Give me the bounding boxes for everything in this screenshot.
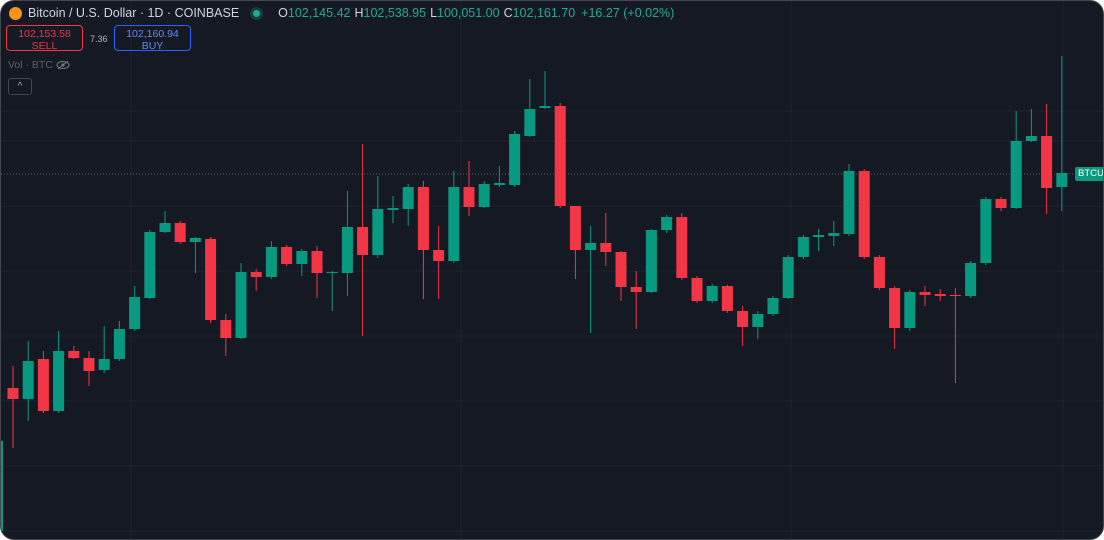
candle-body	[554, 106, 566, 206]
spread: 7.36	[90, 34, 108, 44]
candle-body	[1056, 173, 1068, 187]
collapse-button[interactable]: ^	[8, 78, 32, 95]
candle-body	[965, 263, 977, 296]
candle-body	[493, 183, 505, 185]
candle-body	[402, 187, 414, 209]
candle-body	[782, 257, 794, 298]
candle-body	[357, 227, 369, 255]
change: +16.27 (+0.02%)	[581, 6, 675, 20]
candle-body	[189, 238, 201, 242]
candle-body	[281, 247, 293, 264]
candle-body	[645, 230, 657, 292]
candle-body	[265, 247, 277, 277]
candle-body	[934, 294, 946, 296]
candle-body	[7, 388, 19, 399]
buy-button[interactable]: 102,160.94 BUY	[114, 25, 191, 52]
volume-label: Vol · BTC	[8, 59, 70, 71]
market-status	[253, 9, 261, 17]
candle-body	[889, 288, 901, 328]
candle-body	[569, 206, 581, 250]
candle-body	[205, 239, 217, 320]
coin-icon	[9, 6, 22, 20]
candle-body	[220, 320, 232, 338]
candle-body	[797, 237, 809, 257]
candle-body	[676, 217, 688, 278]
candle-body	[949, 295, 961, 296]
candle-body	[37, 359, 49, 411]
ohlc-value: 102,145.42	[287, 6, 351, 20]
candle-body	[858, 171, 870, 257]
candle-body	[463, 187, 475, 207]
candle-body	[250, 272, 262, 277]
candle-body	[311, 251, 323, 273]
candle-body	[83, 358, 95, 371]
candle-body	[980, 199, 992, 263]
candle-body	[1025, 136, 1037, 141]
candle-body	[661, 217, 673, 230]
candle-body	[600, 243, 612, 252]
candle-body	[53, 351, 65, 411]
symbol-title[interactable]: Bitcoin / U.S. Dollar · 1D · COINBASE	[28, 6, 240, 20]
candle-body	[296, 251, 308, 264]
ohlc-key: H	[354, 6, 364, 20]
candle-body	[478, 184, 490, 207]
candle-body	[904, 292, 916, 328]
candle-body	[995, 199, 1007, 208]
candle-body	[539, 106, 551, 108]
candle-body	[129, 297, 141, 329]
ohlc-key: C	[503, 6, 513, 20]
candle-body	[828, 233, 840, 236]
candle-body	[585, 243, 597, 250]
candle-body	[721, 286, 733, 311]
candle-body	[68, 351, 80, 358]
candle-body	[1041, 136, 1053, 188]
candle-body	[873, 257, 885, 288]
candle-body	[752, 314, 764, 327]
candle-body	[737, 311, 749, 327]
candle-body	[691, 278, 703, 301]
sell-label: SELL	[31, 40, 58, 52]
candle-body	[524, 109, 536, 136]
candle-body	[448, 187, 460, 261]
candle-body	[813, 235, 825, 237]
ohlc-key: L	[430, 6, 438, 20]
candle-body	[417, 187, 429, 250]
buy-price: 102,160.94	[126, 28, 179, 40]
candle-body	[1010, 141, 1022, 208]
buy-label: BUY	[141, 40, 164, 52]
candle-body	[174, 223, 186, 242]
candle-body	[98, 359, 110, 370]
candle-body	[509, 134, 521, 185]
candle-body	[159, 223, 171, 232]
candle-body	[113, 329, 125, 359]
symbol-header: Bitcoin / U.S. Dollar · 1D · COINBASE O1…	[9, 6, 674, 20]
candle-body	[326, 272, 338, 273]
candle-body	[433, 250, 445, 261]
candle-body	[341, 227, 353, 273]
candle-body	[843, 171, 855, 234]
ohlc-key: O	[278, 6, 288, 20]
ohlc: O102,145.42 H102,538.95 L100,051.00 C102,16…	[274, 6, 575, 20]
ohlc-value: 102,161.70	[512, 6, 576, 20]
candle-body	[22, 361, 34, 399]
candle-body	[144, 232, 156, 298]
candle-body	[630, 287, 642, 292]
ohlc-value: 102,538.95	[363, 6, 427, 20]
price-tag: BTCU	[1075, 167, 1103, 181]
candle-body	[919, 292, 931, 295]
candle-body	[615, 252, 627, 287]
candle-body	[706, 286, 718, 301]
candle-body	[235, 272, 247, 338]
sell-button[interactable]: 102,153.58 SELL	[6, 25, 83, 52]
candle-body	[767, 298, 779, 314]
edge-bar	[1, 441, 3, 531]
candle-body	[372, 209, 384, 255]
hide-icon[interactable]	[56, 60, 70, 70]
ohlc-value: 100,051.00	[437, 6, 500, 20]
sell-price: 102,153.58	[18, 28, 71, 40]
candle-body	[387, 208, 399, 210]
volume-text: Vol · BTC	[8, 59, 53, 71]
